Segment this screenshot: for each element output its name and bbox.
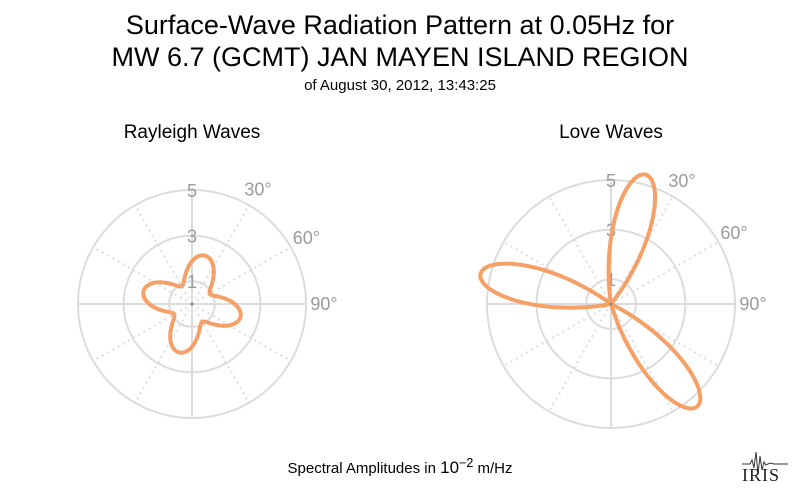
amplitude-unit-caption: Spectral Amplitudes in 10−2 m/Hz <box>0 456 800 478</box>
caption-exponent: −2 <box>459 456 474 470</box>
angle-tick-label: 60° <box>720 223 747 243</box>
seismogram-icon <box>742 451 788 475</box>
chart-subtitle: of August 30, 2012, 13:43:25 <box>304 77 496 94</box>
angle-tick-label: 90° <box>739 294 766 314</box>
radial-tick-label: 3 <box>187 227 197 247</box>
logo-text: IRIS <box>742 465 781 485</box>
angle-tick-label: 60° <box>293 228 320 248</box>
angle-spoke <box>610 241 719 305</box>
polar-plot-title: Rayleigh Waves <box>124 122 261 143</box>
angle-spoke <box>548 196 612 305</box>
radial-tick-label: 5 <box>606 171 616 191</box>
angle-spoke <box>134 303 193 404</box>
angle-spoke <box>191 204 250 305</box>
caption-unit: m/Hz <box>473 460 513 477</box>
angle-spoke <box>503 303 612 367</box>
angle-tick-label: 30° <box>668 171 695 191</box>
angle-spoke <box>92 246 193 305</box>
radial-tick-label: 5 <box>187 181 197 201</box>
radiation-pattern-curve <box>478 172 703 411</box>
iris-logo: IRIS <box>740 446 790 488</box>
radiation-pattern-curve <box>141 253 243 355</box>
polar-plot-title: Love Waves <box>559 122 663 143</box>
angle-spoke <box>191 303 292 362</box>
origin-marker <box>190 302 194 306</box>
chart-title-line-2: MW 6.7 (GCMT) JAN MAYEN ISLAND REGION <box>111 42 689 72</box>
angle-tick-label: 90° <box>310 294 337 314</box>
caption-base: 10 <box>440 458 460 477</box>
radial-tick-label: 1 <box>187 272 197 292</box>
caption-prefix: Spectral Amplitudes in <box>287 460 441 477</box>
angle-tick-label: 30° <box>244 180 271 200</box>
angle-spoke <box>610 303 719 367</box>
chart-title-line-1: Surface-Wave Radiation Pattern at 0.05Hz… <box>125 10 675 40</box>
angle-spoke <box>548 303 612 412</box>
origin-marker <box>609 302 613 306</box>
radial-tick-label: 1 <box>606 270 616 290</box>
